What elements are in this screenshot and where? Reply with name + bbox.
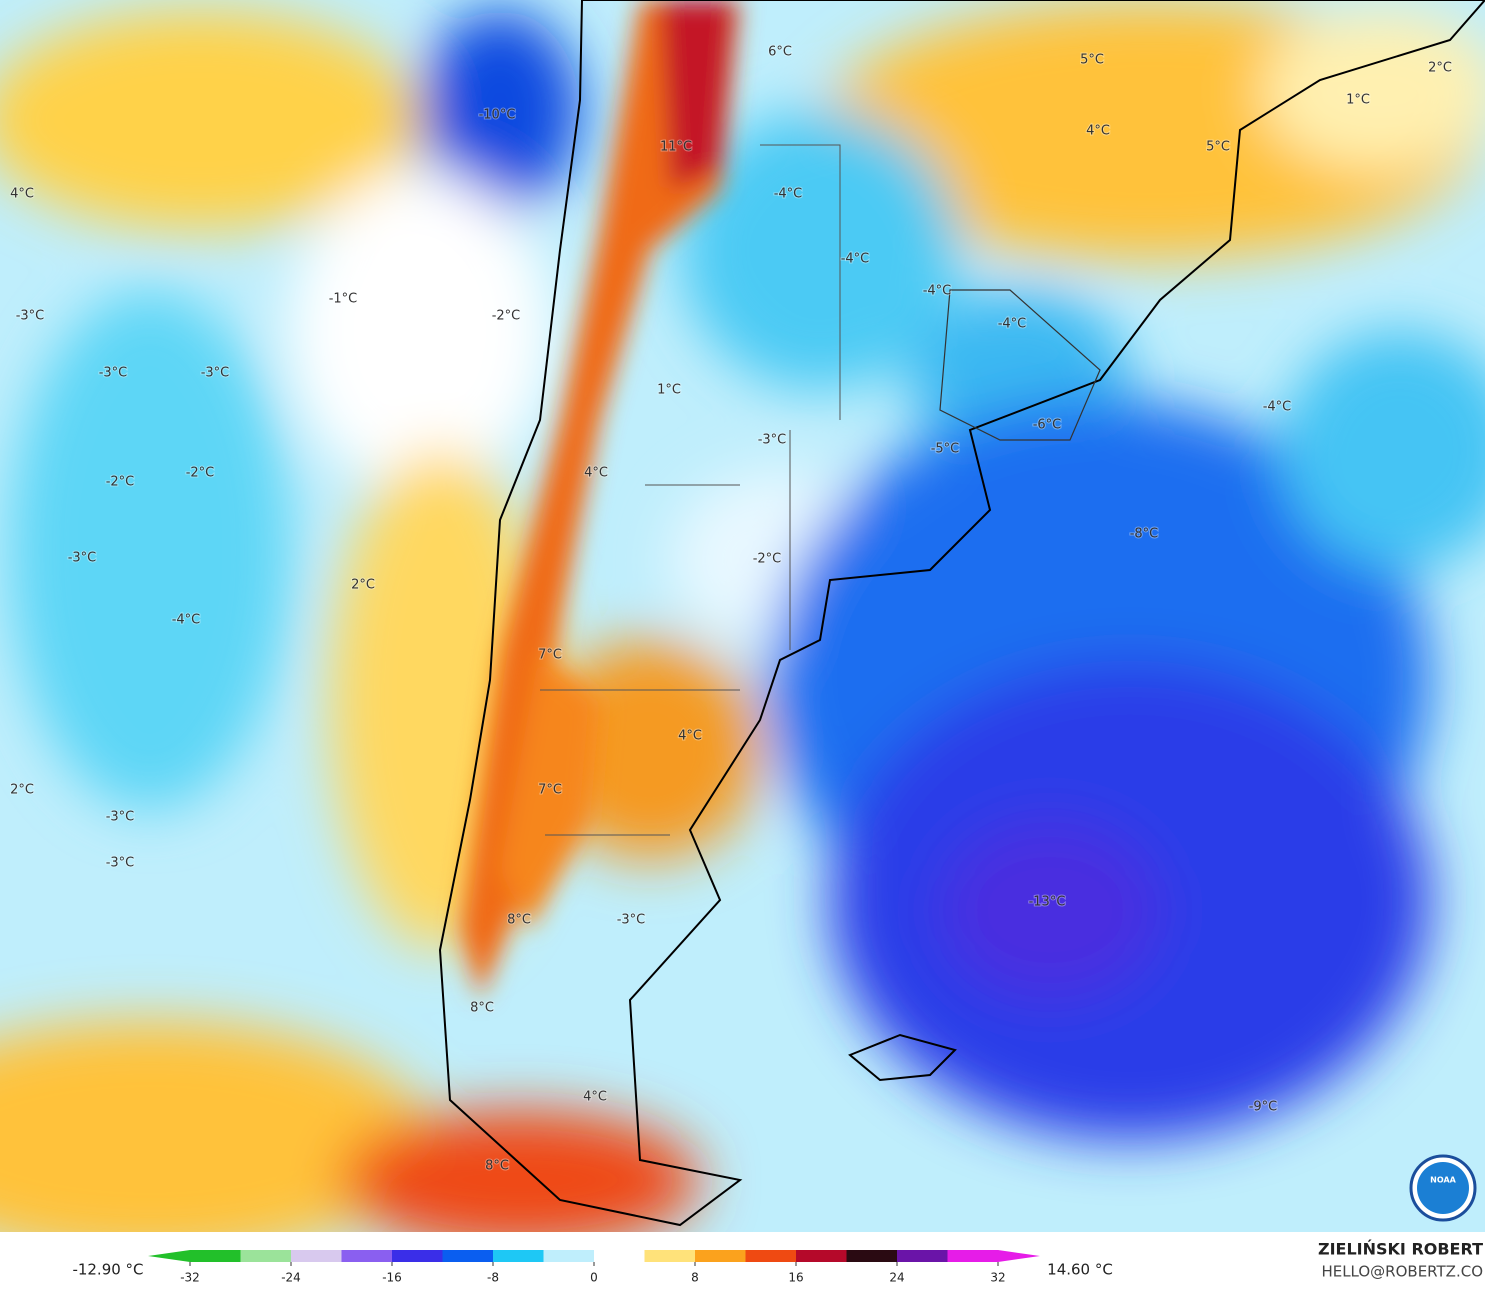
temp-label: -2°C [106,475,135,490]
colorbar-tick-label: 32 [990,1271,1005,1285]
colorbar-tick-label: 8 [691,1271,699,1285]
map: -10°C 6°C 5°C 2°C 1°C 4°C 5°C 11°C 4°C -4°C -4°C -4… [0,0,1485,1232]
colorbar-segment [493,1250,544,1262]
temp-label: 2°C [1428,61,1452,76]
colorbar-tick-label: 0 [590,1271,598,1285]
colorbar-tick-label: 24 [889,1271,904,1285]
temp-label: -2°C [492,309,521,324]
colorbar-segment [291,1250,342,1262]
temp-label: 5°C [1080,53,1104,68]
temp-label: 4°C [583,1090,607,1105]
temp-label: -3°C [106,810,135,825]
colorbar-segment [796,1250,847,1262]
temp-label: -6°C [1033,418,1062,433]
temp-label: -4°C [998,317,1027,332]
temp-label: 4°C [1086,124,1110,139]
colorbar-segment [594,1250,645,1262]
colorbar-segment [695,1250,746,1262]
colorbar-tick-label: -32 [180,1271,200,1285]
logo-text: NOAA [1430,1176,1456,1185]
colorbar-min: -12.90 °C [72,1261,143,1279]
temp-label: 7°C [538,783,562,798]
temp-label: 4°C [678,729,702,744]
temp-label: 8°C [470,1001,494,1016]
temp-label: -3°C [106,856,135,871]
temp-label: -5°C [931,442,960,457]
colorbar-segment [341,1250,393,1262]
temp-label: -3°C [201,366,230,381]
colorbar-segment [240,1250,292,1262]
temp-label: -3°C [16,309,45,324]
temp-label: 4°C [10,187,34,202]
credit-name: ZIELIŃSKI ROBERT [1318,1240,1483,1259]
temp-label: -4°C [1263,400,1292,415]
colorbar-tick-label: -8 [487,1271,499,1285]
temp-label: -4°C [172,613,201,628]
colorbar-max: 14.60 °C [1047,1261,1113,1279]
temp-label: -3°C [99,366,128,381]
temp-label: 1°C [1346,93,1370,108]
temp-label: 5°C [1206,140,1230,155]
colorbar-end [148,1250,190,1262]
colorbar-segment [190,1250,241,1262]
colorbar-segment [947,1250,999,1262]
temp-label: 4°C [584,466,608,481]
temp-label: -4°C [841,252,870,267]
temp-label: -3°C [68,551,97,566]
colorbar-segment [745,1250,797,1262]
colorbar-segment [392,1250,443,1262]
temp-label: -10°C [479,108,516,123]
colorbar-tick-label: 16 [788,1271,803,1285]
temp-label: -1°C [329,292,358,307]
colorbar-segment [644,1250,696,1262]
temp-label: -2°C [753,552,782,567]
temp-label: -13°C [1029,895,1066,910]
temp-label: -9°C [1249,1100,1278,1115]
temp-label: 2°C [351,578,375,593]
temp-label: -2°C [186,466,215,481]
temp-label: 11°C [660,140,692,155]
temp-label: -4°C [774,187,803,202]
temp-label: 7°C [538,648,562,663]
temp-label: -4°C [923,284,952,299]
colorbar-tick-label: -24 [281,1271,301,1285]
temp-label: 6°C [768,45,792,60]
temp-label: -3°C [617,913,646,928]
colorbar-segment [897,1250,948,1262]
temp-label: 8°C [507,913,531,928]
colorbar-segment [442,1250,494,1262]
logo-inner [1417,1162,1469,1214]
temp-label: -8°C [1130,527,1159,542]
colorbar-segment [543,1250,595,1262]
temp-label: 2°C [10,783,34,798]
colorbar-segment [846,1250,898,1262]
temp-label: -3°C [758,433,787,448]
colorbar-tick-label: -16 [382,1271,402,1285]
temp-label: 8°C [485,1159,509,1174]
credit-email: HELLO@ROBERTZ.CO [1321,1263,1483,1281]
temp-label: 1°C [657,383,681,398]
colorbar-end [998,1250,1040,1262]
